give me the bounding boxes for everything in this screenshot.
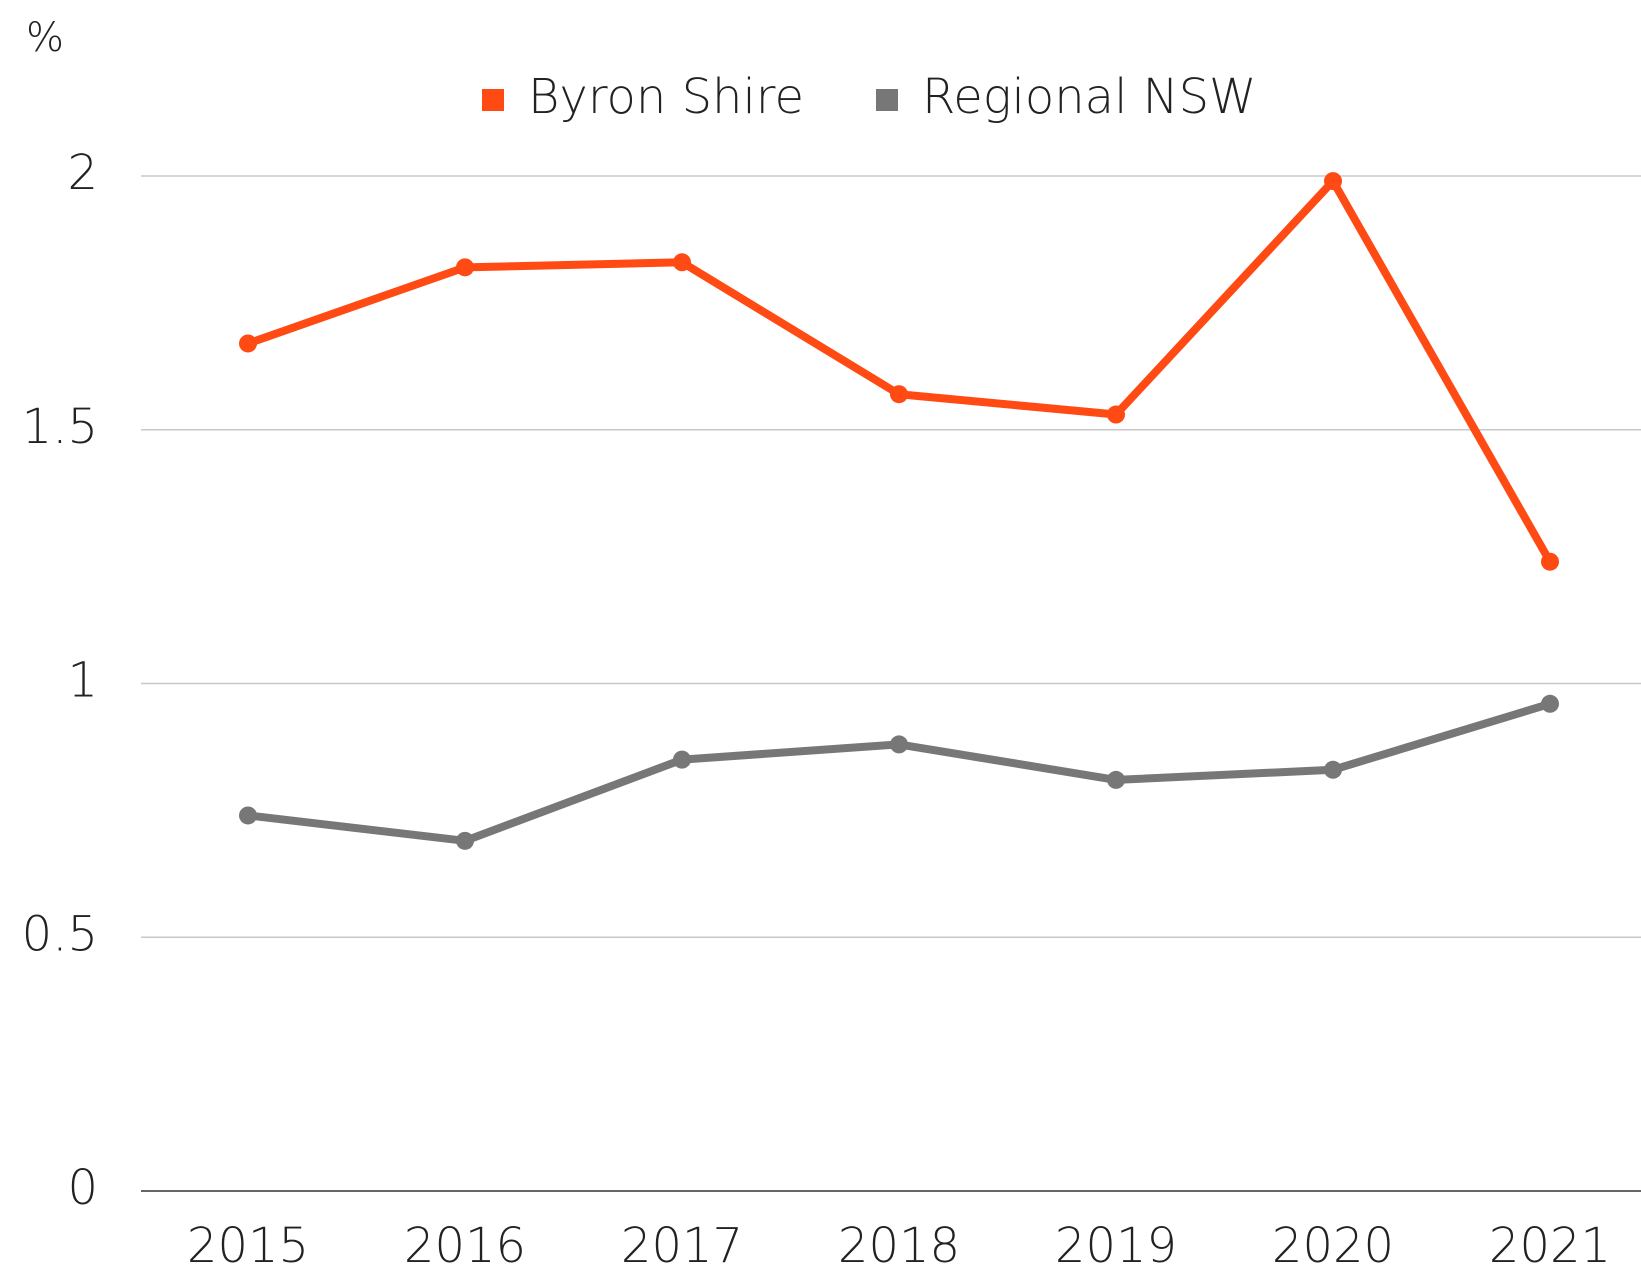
data-point [239,806,257,825]
y-tick-label: 0.5 [22,906,98,962]
x-tick-label: 2015 [187,1218,309,1273]
legend-label: Byron Shire [528,69,804,125]
x-tick-label: 2016 [404,1218,526,1273]
data-point [456,831,474,850]
data-point [456,258,474,277]
data-point [673,253,691,272]
legend-label: Regional NSW [922,69,1257,125]
legend-swatch [482,89,504,111]
data-point [673,750,691,769]
data-point [1107,405,1125,424]
x-tick-label: 2020 [1272,1218,1394,1273]
data-point [1541,694,1559,713]
legend-swatch [876,89,898,111]
data-point [1324,760,1342,779]
series-line [247,699,1552,845]
x-tick-label: 2019 [1055,1218,1177,1273]
y-tick-label: 1 [67,653,98,709]
y-tick-label: 0 [67,1160,98,1216]
y-tick-label: 1.5 [22,399,98,455]
data-point [1541,552,1559,571]
x-tick-label: 2021 [1489,1218,1611,1273]
series-line [246,177,1554,564]
data-point [890,735,908,754]
data-point [239,334,257,353]
data-point [1107,770,1125,789]
y-axis-label: % [26,15,64,61]
y-tick-label: 2 [67,145,98,201]
data-point [1324,172,1342,191]
data-point [890,385,908,404]
x-tick-label: 2017 [621,1218,743,1273]
x-tick-label: 2018 [838,1218,960,1273]
